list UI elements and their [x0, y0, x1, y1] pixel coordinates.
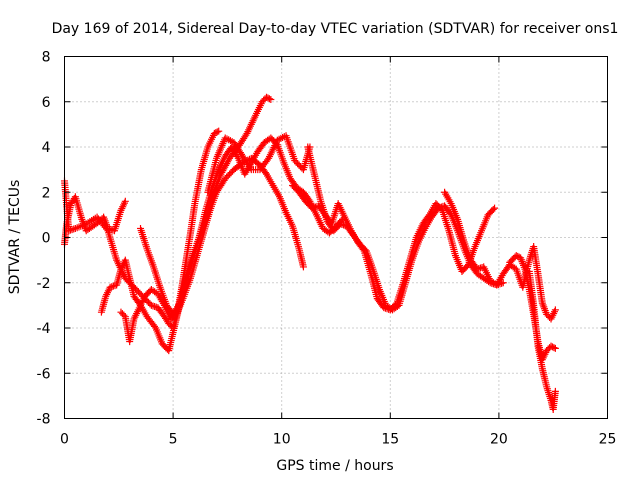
y-tick-label: -6 — [37, 366, 51, 382]
data-point — [267, 95, 275, 103]
y-tick-label: -4 — [37, 321, 51, 337]
grid — [64, 56, 608, 419]
y-tick-label: 6 — [42, 95, 51, 111]
data-point — [120, 311, 128, 319]
y-tick-label: 4 — [42, 140, 51, 156]
y-tick-label: -8 — [37, 412, 51, 428]
x-tick-label: 25 — [599, 432, 617, 448]
data-point — [265, 95, 273, 103]
x-tick-label: 20 — [490, 432, 508, 448]
data-point — [551, 387, 559, 395]
x-tick-label: 0 — [60, 432, 69, 448]
data-marks — [61, 93, 559, 413]
data-point — [103, 225, 111, 233]
data-point — [299, 263, 307, 271]
data-point — [550, 344, 558, 352]
axis-ticks — [64, 56, 608, 419]
y-tick-label: 2 — [42, 185, 51, 201]
series-trace-9 — [441, 188, 559, 323]
y-tick-label: 8 — [42, 50, 51, 66]
data-point — [246, 164, 254, 172]
y-tick-labels: -8 -6 -4 -2 0 2 4 6 8 — [37, 50, 51, 428]
x-tick-label: 15 — [381, 432, 399, 448]
series-trace-11 — [525, 267, 559, 413]
data-point — [491, 204, 499, 212]
data-point — [242, 131, 250, 139]
x-tick-label: 10 — [273, 432, 291, 448]
y-axis-label: SDTVAR / TECUs — [7, 180, 23, 295]
data-point — [213, 128, 221, 136]
x-tick-label: 5 — [169, 432, 178, 448]
data-point — [121, 197, 129, 205]
data-point — [215, 127, 223, 135]
data-point — [551, 306, 559, 314]
x-axis-label: GPS time / hours — [276, 458, 393, 474]
data-point — [150, 322, 158, 330]
series-trace-7 — [304, 143, 507, 314]
data-point — [551, 344, 559, 352]
plot-frame — [64, 56, 608, 419]
series-trace-5 — [137, 134, 347, 318]
chart-title: Day 169 of 2014, Sidereal Day-to-day VTE… — [52, 21, 619, 37]
y-tick-label: -2 — [37, 276, 51, 292]
data-point — [489, 205, 497, 213]
series-trace-8 — [289, 181, 499, 314]
y-tick-label: 0 — [42, 231, 51, 247]
data-point — [359, 246, 367, 254]
x-tick-labels: 0 5 10 15 20 25 — [60, 432, 616, 448]
